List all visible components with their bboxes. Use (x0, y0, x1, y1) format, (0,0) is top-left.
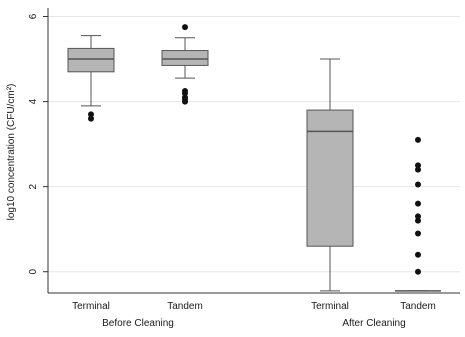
outlier-point (415, 251, 421, 258)
outlier-point (415, 200, 421, 207)
outlier-point (182, 87, 188, 94)
box-after-cleaning-tandem (395, 136, 441, 292)
outlier-point (415, 166, 421, 173)
gridlines (48, 16, 460, 273)
outlier-point (182, 24, 188, 31)
outlier-point (415, 181, 421, 188)
box-before-cleaning-tandem (161, 24, 209, 105)
iqr-box (161, 50, 209, 66)
outlier-point (415, 230, 421, 237)
y-tick-label: 0 (28, 269, 39, 275)
y-tick-label: 2 (28, 183, 39, 189)
box-before-cleaning-terminal (67, 35, 115, 122)
y-tick-labels: 0 2 4 6 (28, 13, 48, 275)
x-tick-label: Tandem (167, 301, 203, 312)
y-axis-label: log10 concentration (CFU/cm²) (6, 84, 17, 221)
outlier-point (415, 213, 421, 220)
iqr-box (306, 109, 354, 247)
boxes (67, 24, 441, 292)
outlier-point (415, 217, 421, 224)
y-tick-label: 6 (28, 13, 39, 19)
axes (47, 8, 460, 294)
group-label: Before Cleaning (102, 318, 174, 329)
x-tick-label: Terminal (72, 301, 110, 312)
iqr-box (67, 47, 115, 73)
outlier-point (415, 268, 421, 275)
outlier-point (415, 162, 421, 169)
x-tick-label: Tandem (400, 301, 436, 312)
group-label: After Cleaning (342, 318, 405, 329)
outlier-point (182, 94, 188, 101)
y-tick-label: 4 (28, 98, 39, 104)
outlier-point (88, 115, 94, 122)
x-tick-label: Terminal (311, 301, 349, 312)
x-tick-labels: Terminal Tandem Before Cleaning Terminal Tan… (72, 301, 436, 329)
box-after-cleaning-terminal (306, 58, 354, 292)
outlier-point (415, 136, 421, 143)
outlier-point (88, 111, 94, 118)
